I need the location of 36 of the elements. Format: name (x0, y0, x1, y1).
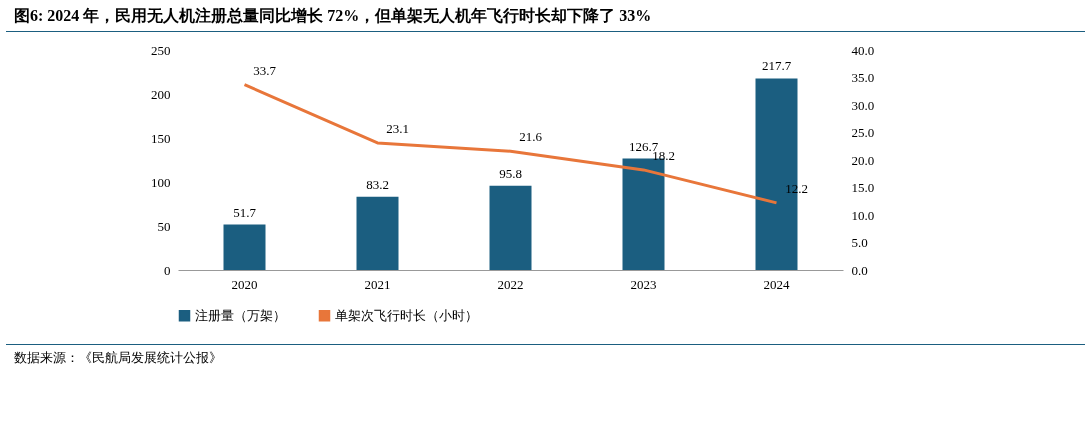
x-tick-label: 2021 (364, 276, 391, 292)
y-tick-label: 150 (151, 130, 171, 146)
y-tick-label: 250 (151, 42, 171, 58)
data-label: 21.6 (519, 129, 543, 145)
source-note: 数据来源：《民航局发展统计公报》 (6, 344, 1085, 371)
x-tick-label: 2020 (231, 276, 258, 292)
data-label: 83.2 (366, 176, 389, 192)
bar (223, 224, 266, 270)
y-tick-label: 100 (151, 174, 171, 190)
data-label: 95.8 (499, 165, 522, 181)
y2-tick-label: 0.0 (851, 262, 868, 278)
y-tick-label: 0 (164, 262, 171, 278)
y-tick-label: 50 (157, 218, 171, 234)
line-series (243, 83, 778, 205)
y2-tick-label: 35.0 (851, 70, 875, 85)
data-label: 33.7 (253, 62, 277, 78)
x-tick-label: 2023 (630, 276, 657, 292)
y-tick-label: 200 (151, 86, 171, 102)
y2-tick-label: 10.0 (851, 207, 875, 223)
x-tick-label: 2022 (497, 276, 524, 292)
x-tick-label: 2024 (763, 276, 790, 292)
bar (356, 196, 399, 270)
y2-tick-label: 20.0 (851, 152, 875, 168)
legend-label: 注册量（万架） (195, 307, 286, 323)
y2-tick-label: 25.0 (851, 125, 875, 140)
chart-title: 图6: 2024 年，民用无人机注册总量同比增长 72%，但单架无人机年飞行时长却下降了 33% (6, 0, 1085, 32)
bar (489, 185, 532, 270)
data-label: 51.7 (233, 204, 257, 220)
y2-tick-label: 5.0 (851, 235, 868, 250)
data-label: 23.1 (386, 120, 409, 136)
data-label: 217.7 (761, 58, 792, 74)
legend-label: 单架次飞行时长（小时） (335, 307, 478, 323)
y2-tick-label: 30.0 (851, 97, 875, 113)
bar (622, 158, 665, 270)
y2-tick-label: 40.0 (851, 42, 875, 58)
y2-tick-label: 15.0 (851, 180, 875, 195)
